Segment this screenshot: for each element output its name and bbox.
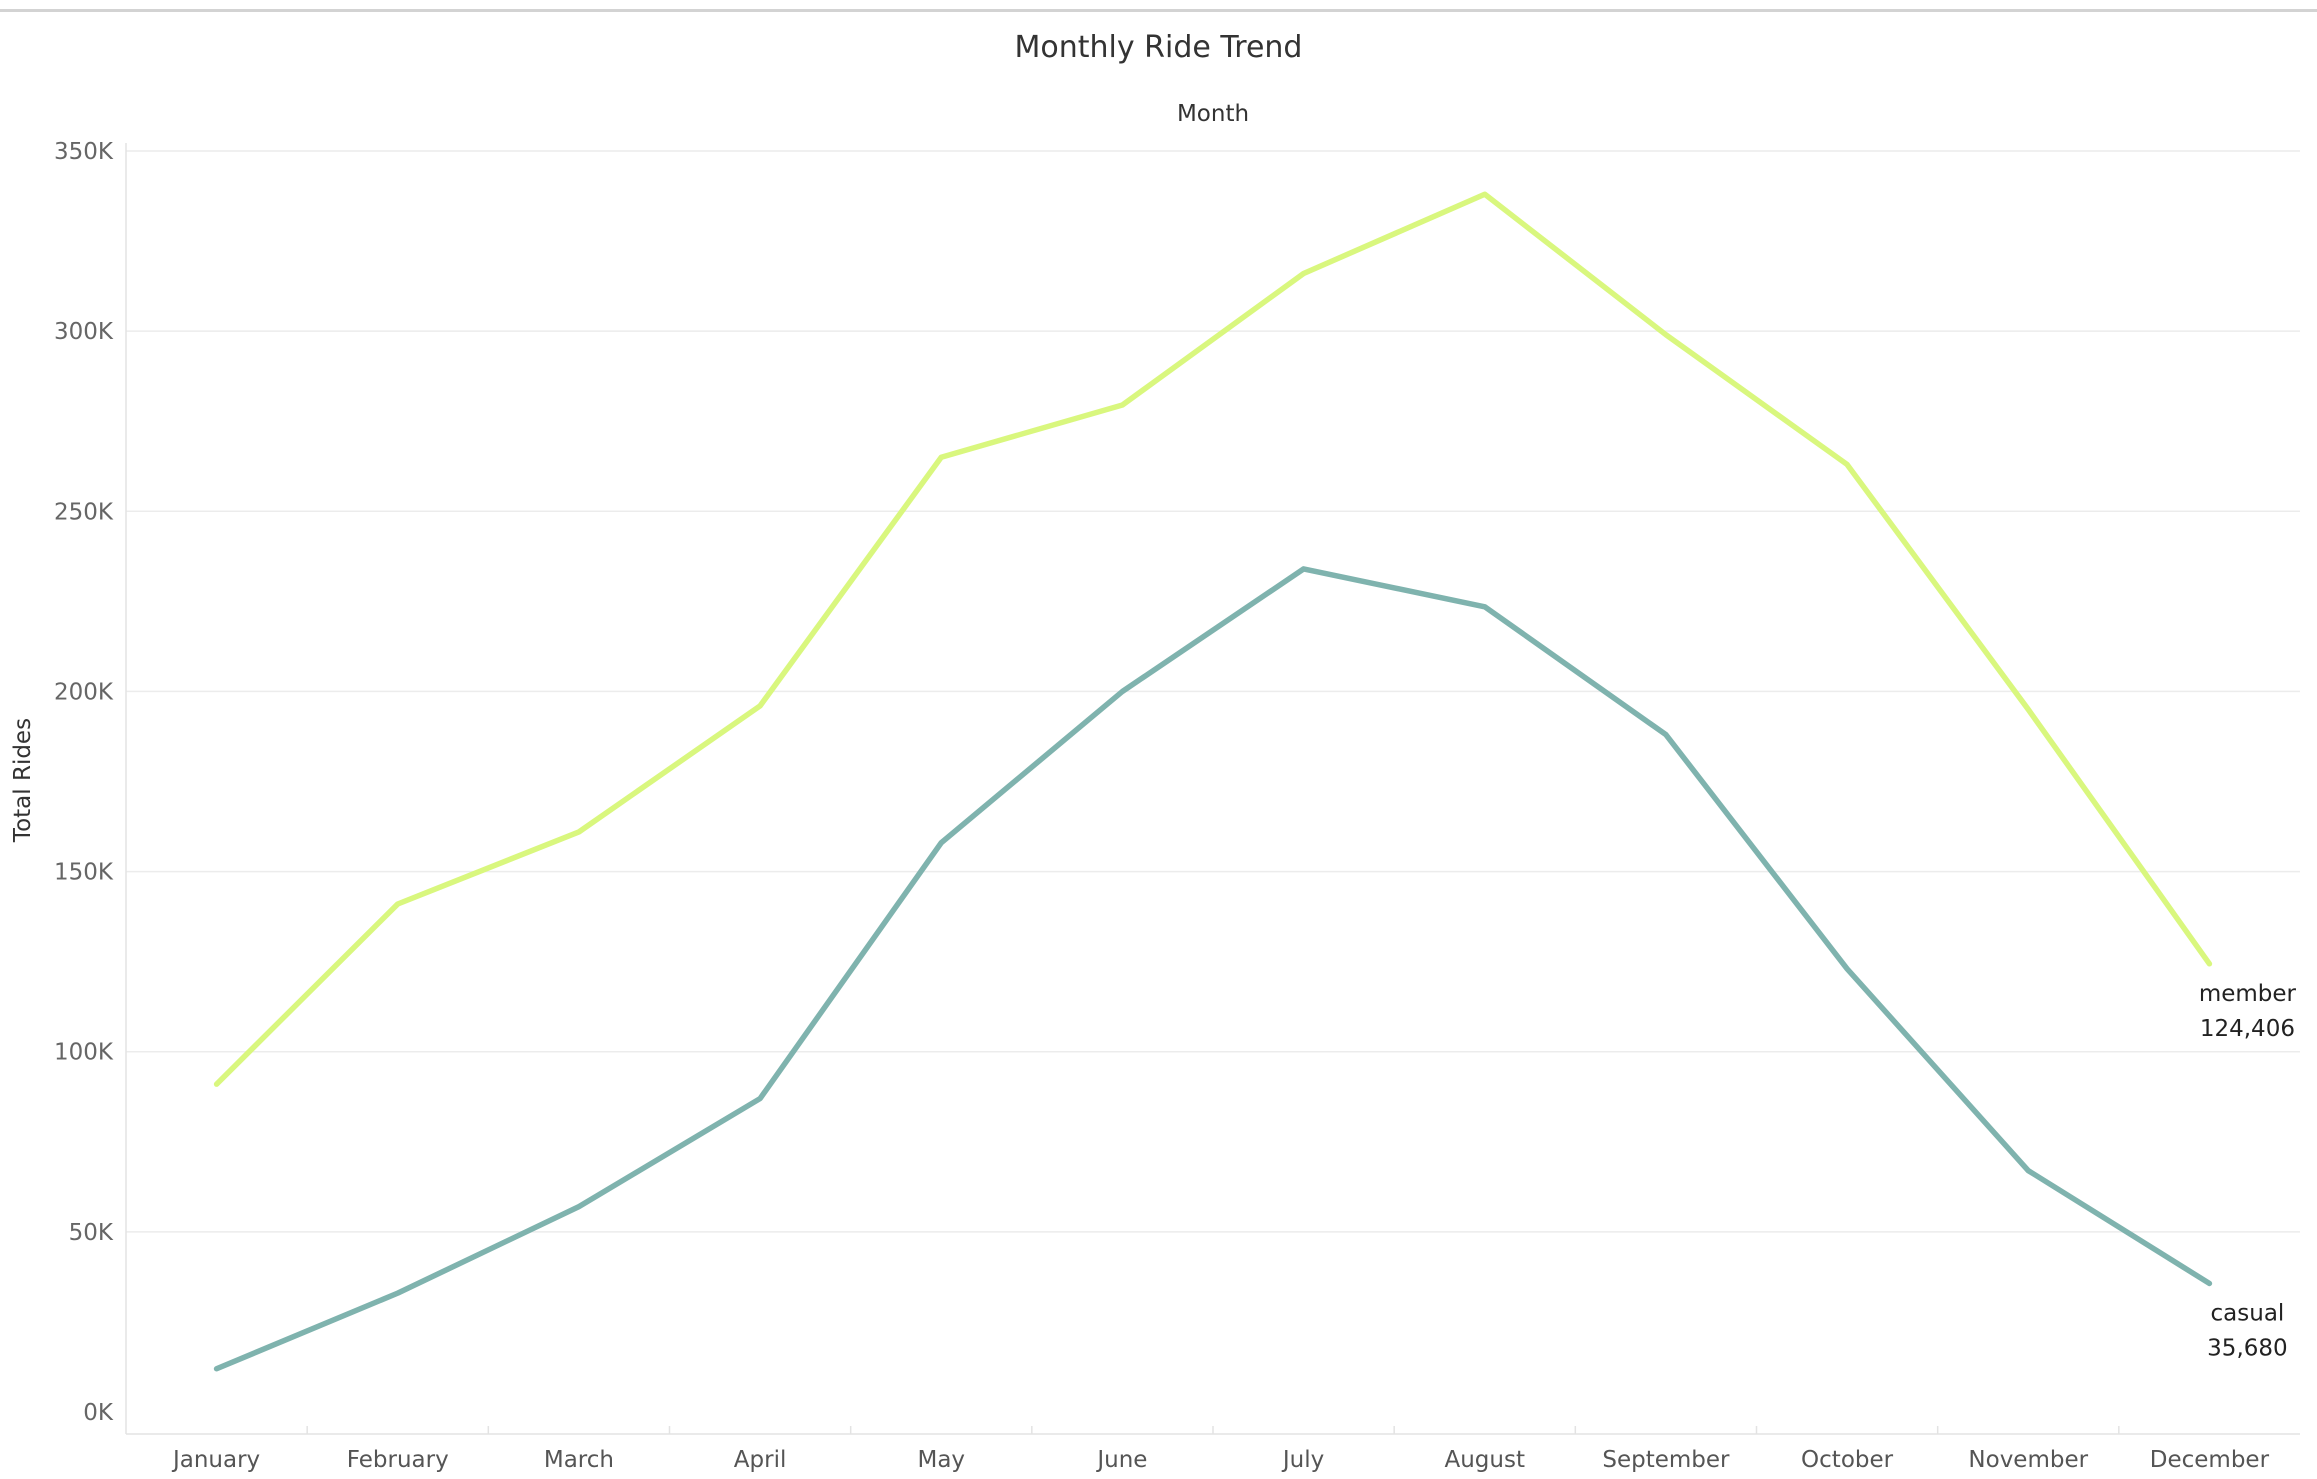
x-tick-label: July <box>1281 1447 1324 1473</box>
x-tick-label: May <box>917 1447 965 1473</box>
series-label-member: member <box>2199 981 2297 1007</box>
grid-lines <box>126 150 2300 1233</box>
x-tick-label: February <box>347 1447 449 1473</box>
series-labels: member 124,406 casual 35,680 <box>2199 981 2297 1362</box>
series-lines <box>213 191 2213 1372</box>
y-tick-label: 250K <box>54 499 114 525</box>
series-value-label-member: 124,406 <box>2200 1016 2295 1042</box>
x-tick-label: June <box>1095 1447 1147 1473</box>
y-tick-label: 350K <box>54 139 114 165</box>
y-tick-label: 0K <box>83 1400 114 1426</box>
series-value-label-casual: 35,680 <box>2207 1335 2287 1361</box>
y-tick-label: 100K <box>54 1040 114 1066</box>
x-tick-label: November <box>1968 1447 2088 1473</box>
x-tick-label: October <box>1801 1447 1894 1473</box>
y-tick-label: 200K <box>54 679 114 705</box>
series-line-member <box>213 191 2213 1087</box>
x-tick-label: January <box>171 1447 260 1473</box>
x-tick-label: December <box>2150 1447 2270 1473</box>
x-tick-label: August <box>1445 1447 1526 1473</box>
x-tick-label: September <box>1602 1447 1730 1473</box>
chart-title: Monthly Ride Trend <box>1014 30 1303 65</box>
axes <box>125 143 2300 1435</box>
y-axis-title: Total Rides <box>10 718 36 843</box>
y-tick-label: 300K <box>54 319 114 345</box>
x-tick-label: April <box>734 1447 787 1473</box>
y-tick-label: 50K <box>69 1220 114 1246</box>
top-border <box>0 9 2317 12</box>
series-label-casual: casual <box>2211 1300 2285 1326</box>
series-line-casual <box>213 566 2213 1372</box>
y-tick-label: 150K <box>54 860 114 886</box>
x-tick-label: March <box>544 1447 614 1473</box>
x-axis-title: Month <box>1177 101 1249 127</box>
tick-labels: 0K 50K 100K 150K 200K 250K 300K 350K January Febr… <box>54 139 2270 1473</box>
